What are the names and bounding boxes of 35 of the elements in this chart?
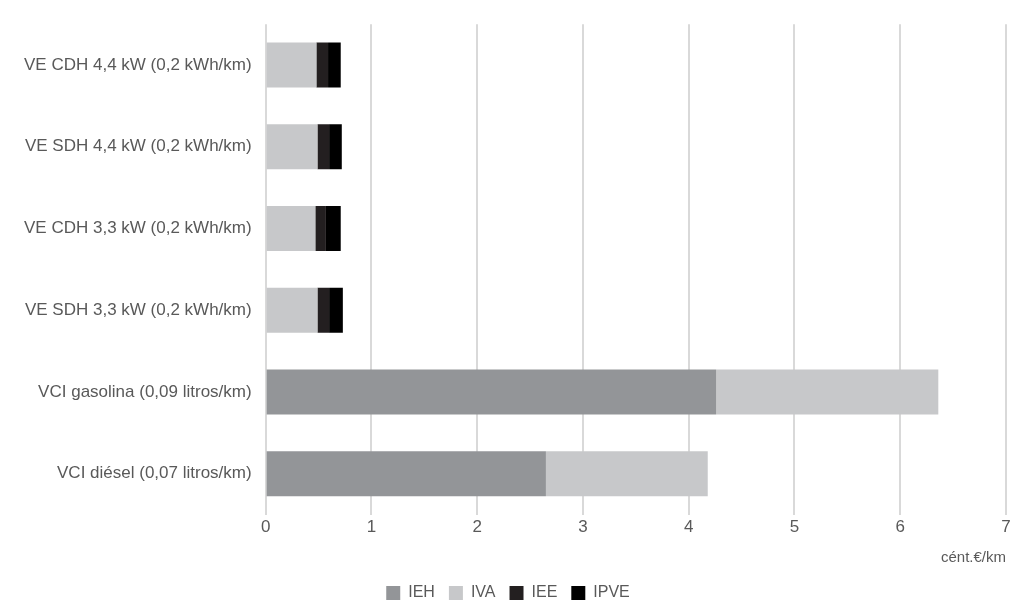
y-tick-label: VCI gasolina (0,09 litros/km) <box>38 381 252 401</box>
bar <box>266 369 717 415</box>
y-tick-label: VE CDH 4,4 kW (0,2 kWh/km) <box>24 54 252 74</box>
x-tick-label: 1 <box>366 517 377 537</box>
bar <box>317 124 330 170</box>
legend-label: IPVE <box>593 583 630 601</box>
bar <box>716 369 939 415</box>
bar <box>328 42 341 88</box>
bar <box>329 287 343 333</box>
bar <box>317 287 330 333</box>
x-tick-label: 6 <box>895 517 905 537</box>
bar <box>266 42 317 88</box>
x-axis-title: cént.€/km <box>940 548 1006 566</box>
x-tick-label: 4 <box>683 517 694 537</box>
legend-label: IEE <box>531 583 558 601</box>
x-tick-label: 2 <box>472 517 482 537</box>
bar <box>329 124 342 170</box>
x-tick-label: 3 <box>578 517 588 537</box>
bar <box>545 451 708 497</box>
bar <box>325 206 341 252</box>
y-tick-label: VCI diésel (0,07 litros/km) <box>57 463 252 483</box>
bar <box>266 287 318 333</box>
bar <box>316 42 329 88</box>
bar <box>266 206 316 252</box>
y-tick-label: VE SDH 3,3 kW (0,2 kWh/km) <box>24 299 252 319</box>
bar <box>266 124 318 170</box>
y-tick-label: VE SDH 4,4 kW (0,2 kWh/km) <box>24 136 252 156</box>
bar <box>266 451 546 497</box>
x-tick-label: 5 <box>789 517 800 537</box>
x-tick-label: 0 <box>260 517 271 537</box>
bar <box>315 206 326 252</box>
y-tick-label: VE CDH 3,3 kW (0,2 kWh/km) <box>24 218 252 238</box>
x-tick-label: 7 <box>1001 517 1011 537</box>
legend-label: IEH <box>408 583 435 601</box>
legend-label: IVA <box>470 583 496 601</box>
